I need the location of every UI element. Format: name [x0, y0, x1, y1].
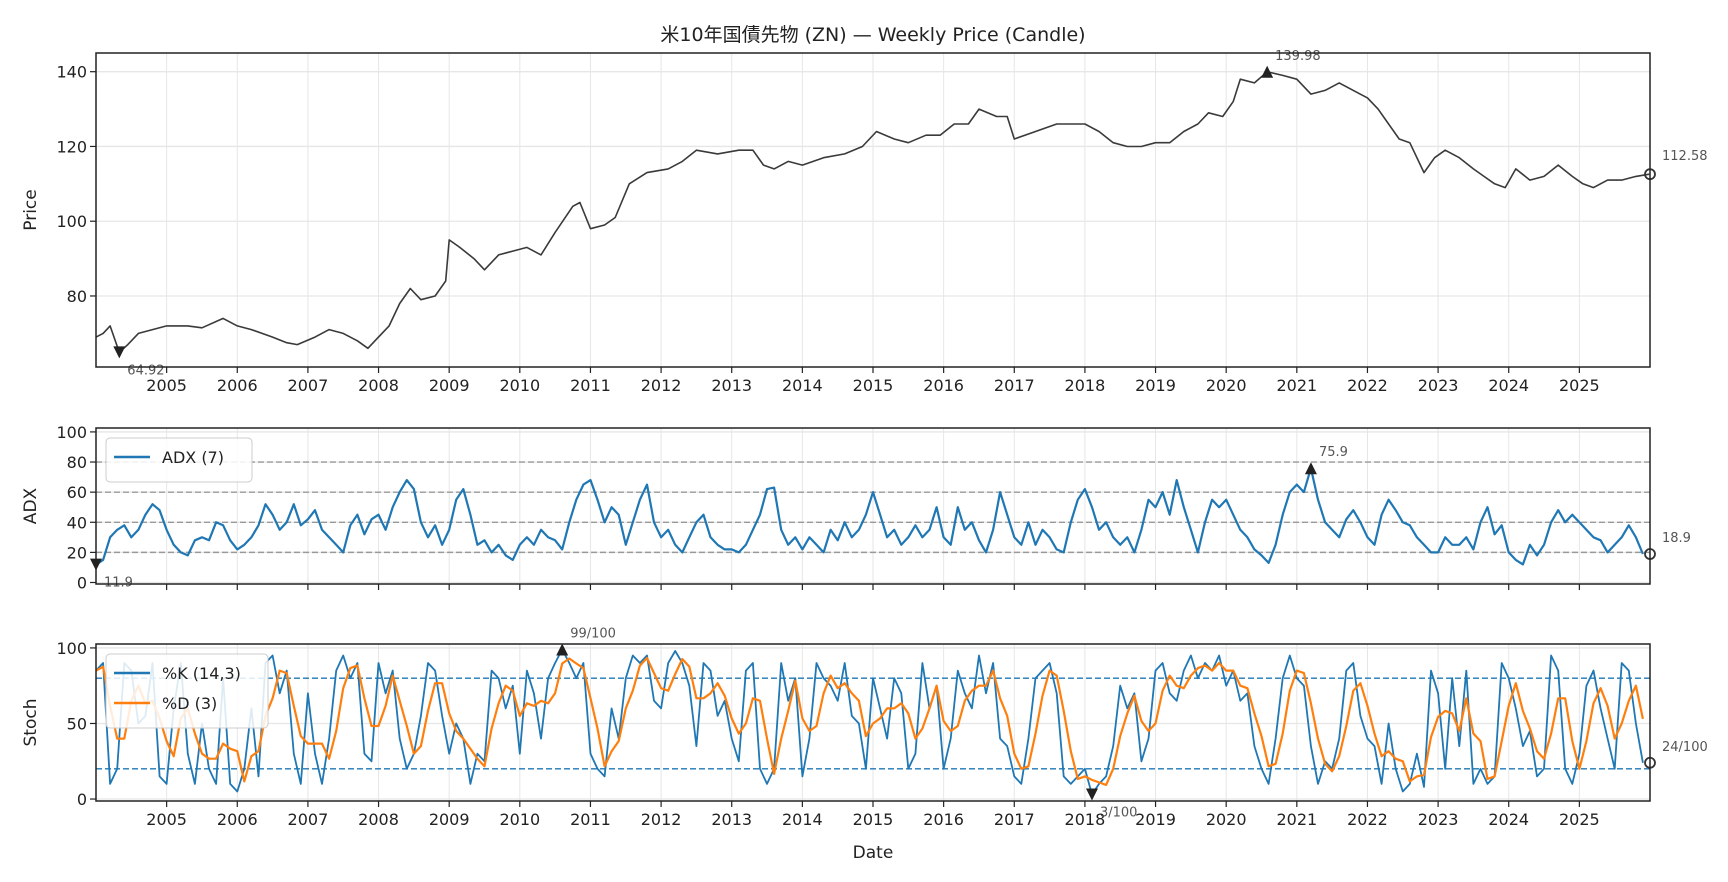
- x-axis-label: Date: [853, 843, 894, 863]
- x-tick-label: 2013: [711, 376, 752, 395]
- x-tick-label: 2009: [429, 376, 470, 395]
- x-tick-label: 2006: [217, 810, 258, 829]
- x-tick-label: 2012: [641, 376, 682, 395]
- adx-line: [96, 467, 1644, 566]
- adx-panel: 0 20 40 60 80 100 ADX 75.9 11.9 18.9 ADX (7): [21, 423, 1691, 593]
- x-tick-label: 2021: [1276, 376, 1317, 395]
- y-tick-label: 100: [56, 639, 87, 658]
- stoch-panel: 2005 2006 2007 2008 2009 2010 2011 2012 2013 2014…: [21, 626, 1708, 829]
- y-tick-label: 20: [67, 543, 87, 562]
- y-tick-label: 0: [77, 573, 87, 592]
- legend-label: ADX (7): [162, 448, 224, 467]
- x-tick-label: 2005: [146, 810, 187, 829]
- y-tick-label: 0: [77, 790, 87, 809]
- legend-box: [105, 437, 253, 483]
- x-tick-label: 2015: [853, 810, 894, 829]
- x-tick-label: 2016: [923, 810, 964, 829]
- x-tick-label: 2010: [499, 810, 540, 829]
- min-label: 11.9: [104, 576, 133, 591]
- x-tick-label: 2019: [1135, 810, 1176, 829]
- x-tick-label: 2007: [288, 376, 329, 395]
- y-tick-label: 40: [67, 513, 87, 532]
- y-tick-label: 80: [67, 287, 87, 306]
- y-tick-label: 60: [67, 483, 87, 502]
- x-tick-label: 2012: [641, 810, 682, 829]
- min-label: 64.92: [127, 363, 164, 378]
- axes-frame: [95, 427, 1651, 585]
- x-tick-label: 2022: [1347, 810, 1388, 829]
- x-tick-label: 2015: [853, 376, 894, 395]
- stoch-k-line: [96, 648, 1644, 796]
- last-value-label: 112.58: [1662, 149, 1708, 164]
- x-tick-label: 2020: [1206, 376, 1247, 395]
- x-tick-label: 2010: [499, 376, 540, 395]
- series-group: [96, 71, 1650, 354]
- x-tick-label: 2014: [782, 810, 823, 829]
- legend: %K (14,3) %D (3): [105, 653, 269, 729]
- y-tick-label: 120: [56, 137, 87, 156]
- y-axis-label: Price: [21, 189, 41, 230]
- max-marker-icon: [556, 643, 569, 656]
- min-marker-icon: [1085, 788, 1098, 801]
- y-axis-label: Stoch: [21, 699, 41, 747]
- price-line: [96, 71, 1650, 354]
- min-label: 3/100: [1100, 806, 1137, 821]
- y-tick-label: 80: [67, 453, 87, 472]
- x-tick-label: 2023: [1418, 376, 1459, 395]
- x-tick-label: 2018: [1065, 376, 1106, 395]
- x-tick-label: 2018: [1065, 810, 1106, 829]
- y-axis-label: ADX: [21, 487, 41, 524]
- axes-frame: [95, 643, 1651, 802]
- x-tick-label: 2021: [1276, 810, 1317, 829]
- x-tick-label: 2006: [217, 376, 258, 395]
- chart-title: 米10年国債先物 (ZN) — Weekly Price (Candle): [660, 24, 1085, 46]
- x-tick-label: 2017: [994, 810, 1035, 829]
- max-label: 99/100: [570, 626, 616, 641]
- x-tick-label: 2016: [923, 376, 964, 395]
- max-marker-icon: [1304, 462, 1317, 475]
- x-tick-label: 2025: [1559, 810, 1600, 829]
- y-tick-label: 50: [67, 714, 87, 733]
- min-marker-icon: [113, 346, 126, 359]
- stoch-d-line: [96, 656, 1644, 787]
- x-tick-label: 2008: [358, 810, 399, 829]
- axes-frame: [95, 52, 1651, 368]
- price-panel: 2005 2006 2007 2008 2009 2010 2011 2012 2013 2014…: [21, 49, 1708, 395]
- x-tick-label: 2024: [1488, 810, 1529, 829]
- x-tick-label: 2020: [1206, 810, 1247, 829]
- x-tick-label: 2022: [1347, 376, 1388, 395]
- x-tick-label: 2008: [358, 376, 399, 395]
- series-group: [96, 467, 1644, 566]
- max-label: 139.98: [1275, 49, 1321, 64]
- x-tick-label: 2011: [570, 810, 611, 829]
- legend-label: %D (3): [162, 694, 217, 713]
- max-label: 75.9: [1319, 445, 1348, 460]
- last-value-label: 24/100: [1662, 740, 1708, 755]
- legend-label: %K (14,3): [162, 664, 241, 683]
- y-tick-label: 100: [56, 212, 87, 231]
- series-group: [96, 648, 1644, 796]
- x-tick-label: 2025: [1559, 376, 1600, 395]
- x-tick-label: 2017: [994, 376, 1035, 395]
- legend: ADX (7): [105, 437, 253, 483]
- last-value-label: 18.9: [1662, 531, 1691, 546]
- y-tick-label: 140: [56, 63, 87, 82]
- x-tick-label: 2009: [429, 810, 470, 829]
- x-tick-label: 2024: [1488, 376, 1529, 395]
- x-tick-label: 2014: [782, 376, 823, 395]
- x-tick-label: 2007: [288, 810, 329, 829]
- y-tick-label: 100: [56, 423, 87, 442]
- x-tick-label: 2005: [146, 376, 187, 395]
- max-marker-icon: [1261, 65, 1274, 78]
- x-tick-label: 2013: [711, 810, 752, 829]
- x-tick-label: 2023: [1418, 810, 1459, 829]
- x-tick-label: 2019: [1135, 376, 1176, 395]
- x-tick-label: 2011: [570, 376, 611, 395]
